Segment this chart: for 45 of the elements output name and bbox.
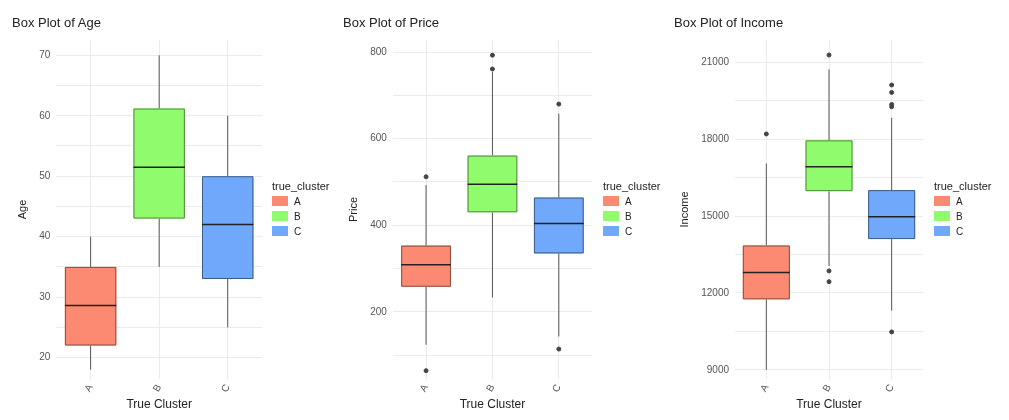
x-tick-label: A: [417, 381, 431, 394]
y-axis-title: Price: [346, 196, 359, 222]
x-tick-label: B: [150, 381, 164, 394]
x-axis-title: True Cluster: [459, 397, 526, 412]
y-tick-label: 400: [370, 219, 388, 231]
y-tick-label: 12000: [701, 286, 730, 298]
x-axis-title: True Cluster: [796, 397, 862, 412]
chart-title: Box Plot of Age: [12, 15, 101, 31]
legend-label: C: [294, 225, 302, 237]
legend-label: C: [625, 225, 633, 237]
chart-title: Box Plot of Income: [674, 15, 784, 31]
y-tick-label: 18000: [701, 132, 730, 144]
x-tick-label: C: [218, 382, 232, 394]
y-tick-label: 21000: [701, 55, 730, 67]
legend-label: A: [625, 195, 632, 207]
y-axis-title: Age: [15, 199, 28, 220]
y-tick-label: 800: [370, 45, 388, 57]
x-tick-label: C: [549, 382, 563, 394]
legend-title: true_cluster: [603, 179, 661, 192]
legend-label: B: [294, 210, 301, 222]
legend-label: C: [956, 225, 964, 237]
x-tick-label: A: [757, 381, 771, 394]
y-tick-label: 20: [39, 351, 51, 363]
y-tick-label: 600: [370, 132, 388, 144]
x-tick-label: A: [81, 381, 95, 394]
x-tick-label: B: [820, 381, 834, 394]
y-tick-label: 50: [39, 169, 51, 181]
y-tick-label: 9000: [706, 363, 730, 375]
y-tick-label: 30: [39, 290, 51, 302]
legend-title: true_cluster: [272, 179, 330, 192]
legend-label: A: [956, 195, 963, 207]
legend-label: B: [956, 210, 963, 222]
y-tick-label: 60: [39, 109, 51, 121]
y-tick-label: 15000: [701, 209, 730, 221]
y-tick-label: 200: [370, 305, 388, 317]
y-axis-title: Income: [677, 191, 690, 228]
chart-title: Box Plot of Price: [343, 15, 440, 31]
legend-label: B: [625, 210, 632, 222]
x-tick-label: C: [882, 382, 896, 394]
x-axis-title: True Cluster: [126, 397, 192, 412]
legend-title: true_cluster: [934, 179, 992, 192]
x-tick-label: B: [483, 381, 497, 394]
legend-label: A: [294, 195, 301, 207]
y-tick-label: 70: [39, 49, 51, 61]
y-tick-label: 40: [39, 230, 51, 242]
